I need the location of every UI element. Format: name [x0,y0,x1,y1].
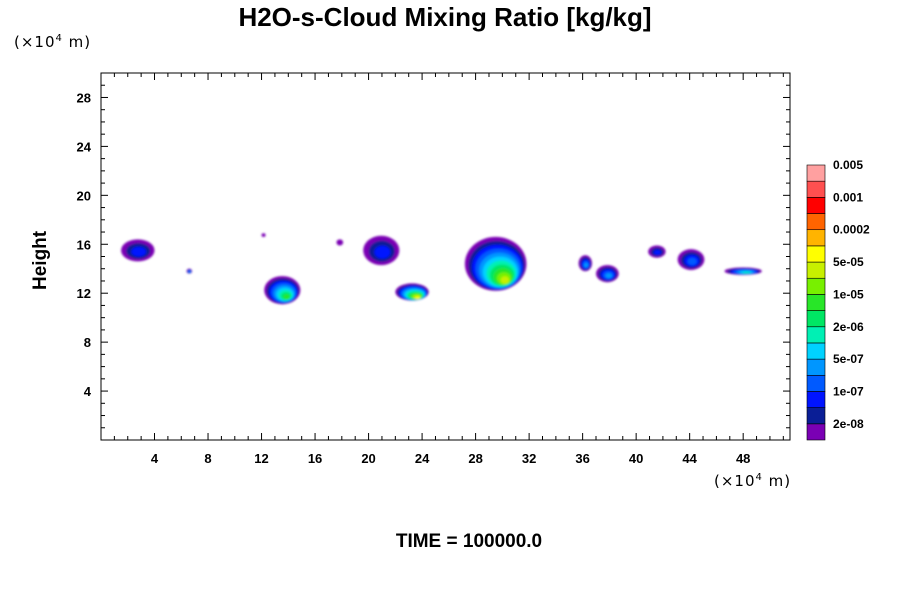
x-tick-label: 24 [415,451,430,466]
cloud-level-2 [131,246,147,257]
cloud-level-2 [374,245,391,259]
y-tick-label: 16 [77,237,91,252]
cloud-feature [578,255,592,272]
cloud-feature [121,239,155,262]
cloud-feature [648,245,666,258]
colorbar-label: 0.001 [833,190,863,204]
y-axis-unit: (×104 m) [14,33,92,51]
x-tick-label: 28 [468,451,482,466]
colorbar-swatch [806,358,826,376]
cloud-level-4 [188,270,191,273]
cloud-level-0 [336,239,344,246]
colorbar-label: 0.005 [833,158,863,172]
colorbar-label: 2e-08 [833,417,864,431]
y-tick-label: 4 [84,384,92,399]
colorbar-label: 1e-05 [833,287,864,301]
cloud-level-8 [283,294,290,300]
colorbar-swatch [806,197,826,214]
cloud-feature [363,235,400,266]
colorbar-swatch [806,261,826,279]
colorbar-label: 5e-05 [833,255,864,269]
y-tick-label: 12 [77,286,91,301]
cloud-fields [121,233,762,305]
cloud-level-10 [500,276,510,284]
y-axis: 4 8 12 16 20 24 28 [77,84,790,429]
cloud-level-2 [653,249,662,256]
cloud-level-6 [742,271,751,274]
colorbar-label: 5e-07 [833,352,864,366]
cloud-feature [724,267,762,275]
x-tick-label: 40 [629,451,643,466]
chart-title: H2O-s-Cloud Mixing Ratio [kg/kg] [238,2,652,32]
colorbar-label: 2e-06 [833,320,864,334]
y-tick-label: 8 [84,335,91,350]
cloud-feature [464,236,527,291]
colorbar-swatch [806,164,826,182]
colorbar-swatch [806,294,826,311]
colorbar-swatch [806,374,826,392]
colorbar-swatch [806,277,826,295]
cloud-feature [677,249,705,270]
x-tick-label: 48 [736,451,750,466]
colorbar-swatch [806,326,826,344]
x-tick-label: 32 [522,451,536,466]
colorbar-swatch [806,310,826,328]
cloud-level-11 [415,296,420,299]
cloud-level-4 [584,262,589,268]
cloud-level-3 [687,257,697,266]
x-axis: 4 8 12 16 20 24 28 32 36 40 44 48 [113,73,784,466]
colorbar-label: 0.0002 [833,223,870,237]
cloud-level-4 [605,273,612,279]
time-label: TIME = 100000.0 [395,531,543,552]
colorbar-swatch [806,342,826,360]
x-tick-label: 16 [308,451,322,466]
x-tick-label: 8 [204,451,211,466]
cloud-feature [336,239,344,246]
colorbar-swatch [806,245,826,263]
x-tick-label: 20 [361,451,375,466]
x-tick-label: 36 [575,451,589,466]
colorbar-swatch [806,391,826,408]
plot-area [100,72,791,441]
cloud-feature [395,283,429,301]
colorbar-swatch [806,407,826,425]
x-axis-unit: (×104 m) [714,472,792,490]
cloud-feature [186,268,192,274]
colorbar-swatch [806,180,826,198]
cloud-feature [264,276,301,305]
y-tick-label: 20 [77,188,91,203]
y-tick-label: 28 [77,90,91,105]
x-tick-label: 44 [682,451,697,466]
x-tick-label: 4 [151,451,159,466]
colorbar-swatch [806,213,826,231]
cloud-level-0 [261,233,266,237]
colorbar-swatch [806,229,826,247]
colorbar-swatch [806,423,826,441]
colorbar-label: 1e-07 [833,384,864,398]
cloud-feature [596,265,619,283]
colorbar: 2e-08 1e-07 5e-07 2e-06 1e-05 5e-05 0.0002 0.00… [806,158,870,441]
cloud-feature [261,233,266,237]
x-tick-label: 12 [254,451,268,466]
y-tick-label: 24 [77,139,92,154]
